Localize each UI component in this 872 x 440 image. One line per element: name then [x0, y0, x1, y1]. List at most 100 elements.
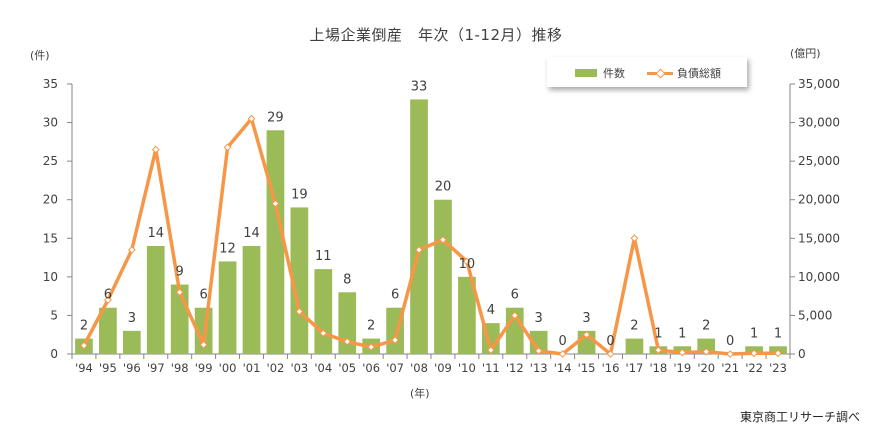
x-tick-label: '07 [386, 361, 404, 375]
right-axis-unit: (億円) [790, 47, 821, 60]
bar [458, 276, 476, 354]
debt-point [678, 348, 687, 357]
left-tick-label: 20 [43, 193, 58, 207]
x-tick-label: '01 [243, 361, 261, 375]
legend-bar-label: 件数 [603, 67, 625, 80]
x-tick-label: '08 [410, 361, 428, 375]
debt-point [391, 336, 400, 345]
debt-point [223, 143, 232, 152]
debt-point [486, 346, 495, 355]
debt-point [702, 347, 711, 356]
bar [314, 269, 333, 354]
right-tick-label: 25,000 [798, 154, 840, 168]
bar-value-label: 19 [291, 187, 308, 202]
bar [625, 338, 644, 354]
left-tick-label: 0 [50, 347, 58, 361]
right-tick-label: 5,000 [798, 308, 832, 322]
debt-point [103, 296, 112, 304]
bar-value-label: 6 [391, 288, 399, 303]
right-tick-label: 0 [798, 347, 806, 361]
bar [410, 99, 428, 354]
bar-value-label: 9 [176, 265, 184, 280]
bar-value-label: 6 [104, 288, 112, 303]
x-tick-label: '18 [649, 361, 667, 375]
x-tick-label: '96 [123, 361, 141, 375]
legend-item-line: 負債総額 [647, 65, 721, 81]
legend-item-bar: 件数 [575, 65, 625, 81]
x-tick-label: '98 [171, 361, 189, 375]
debt-point [295, 307, 304, 316]
debt-line [82, 116, 778, 356]
x-tick-label: '94 [75, 361, 93, 375]
left-tick-label: 35 [43, 77, 58, 91]
bars-group [75, 99, 787, 354]
bar-value-label: 20 [435, 180, 452, 195]
bar-value-label: 14 [147, 226, 164, 241]
x-tick-label: '20 [697, 361, 715, 375]
bar [99, 307, 117, 354]
bar-value-label: 0 [558, 334, 566, 349]
source-note: 東京商工リサーチ調べ [740, 410, 861, 424]
debt-point [462, 257, 471, 266]
debt-point [510, 311, 519, 320]
bar-value-label: 3 [582, 311, 590, 326]
bar-value-label: 29 [267, 110, 284, 125]
right-tick-label: 15,000 [798, 231, 840, 245]
bar-value-label: 12 [219, 241, 236, 256]
left-tick-label: 15 [43, 231, 58, 245]
debt-point [343, 337, 352, 346]
x-tick-label: '03 [290, 361, 308, 375]
bar-value-label: 0 [726, 334, 734, 349]
debt-point [319, 329, 328, 338]
right-tick-label: 30,000 [798, 116, 840, 130]
legend: 件数 負債総額 [547, 57, 747, 87]
right-tick-label: 10,000 [798, 270, 840, 284]
bar-value-label: 1 [774, 326, 782, 341]
legend-bar-swatch [575, 69, 597, 77]
left-axis-unit: (件) [30, 49, 50, 62]
bar-value-label: 2 [80, 319, 88, 334]
x-tick-label: '10 [458, 361, 476, 375]
x-axis-unit: (年) [410, 387, 430, 400]
bar-value-label: 6 [199, 288, 207, 303]
x-tick-label: '97 [147, 361, 165, 375]
debt-point [654, 346, 663, 355]
right-tick-label: 35,000 [798, 77, 840, 91]
bar [266, 130, 285, 354]
bar [529, 330, 548, 354]
x-tick-label: '12 [506, 361, 524, 375]
left-tick-label: 10 [43, 270, 58, 284]
debt-point [80, 341, 88, 350]
left-tick-label: 30 [43, 116, 58, 130]
legend-line-swatch [647, 68, 673, 78]
bar-value-label: 3 [535, 311, 543, 326]
bar-value-label: 1 [750, 326, 758, 341]
x-tick-label: '21 [721, 361, 739, 375]
x-tick-label: '11 [482, 361, 500, 375]
bar-value-label: 11 [315, 249, 332, 264]
bar-value-label: 6 [511, 288, 519, 303]
x-tick-label: '05 [338, 361, 356, 375]
debt-point [534, 347, 543, 355]
x-tick-label: '16 [602, 361, 620, 375]
debt-point [439, 235, 447, 244]
bar-value-label: 14 [243, 226, 260, 241]
debt-point [247, 114, 256, 123]
bar-value-label: 1 [654, 326, 662, 341]
x-tick-label: '95 [99, 361, 117, 375]
debt-point [367, 343, 376, 351]
bar [122, 330, 141, 354]
x-tick-label: '02 [267, 361, 285, 375]
debt-point [415, 245, 423, 254]
chart-title: 上場企業倒産 年次（1-12月）推移 [309, 26, 563, 44]
x-tick-label: '17 [626, 361, 644, 375]
legend-line-label: 負債総額 [677, 67, 721, 80]
bar-value-label: 4 [487, 303, 495, 318]
debt-point [726, 350, 735, 358]
bar-value-label: 10 [459, 257, 476, 272]
debt-point [151, 145, 160, 154]
x-tick-label: '09 [434, 361, 452, 375]
x-tick-label: '00 [219, 361, 237, 375]
